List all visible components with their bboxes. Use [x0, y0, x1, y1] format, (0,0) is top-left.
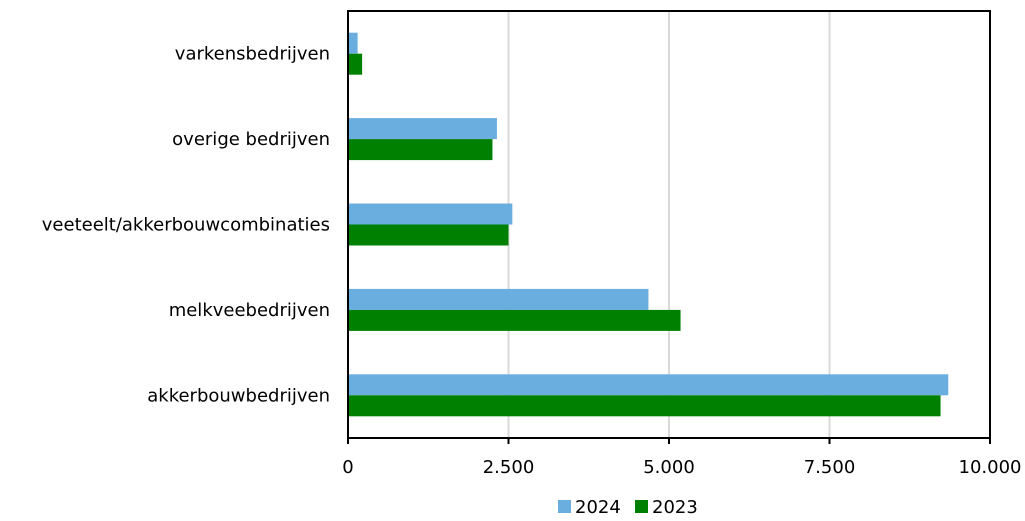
category-label: overige bedrijven: [172, 129, 330, 150]
x-tick-label: 10.000: [959, 457, 1022, 478]
legend-label-2023: 2023: [652, 497, 698, 518]
x-tick-label: 5.000: [643, 457, 695, 478]
category-label: varkensbedrijven: [175, 44, 330, 65]
legend-swatch-2024: [558, 500, 571, 513]
category-label: veeteelt/akkerbouwcombinaties: [42, 215, 330, 236]
bar-2024-0: [348, 32, 358, 54]
x-tick-label: 0: [342, 457, 353, 478]
legend-label-2024: 2024: [575, 497, 621, 518]
legend-swatch-2023: [635, 500, 648, 513]
bar-2023-1: [348, 139, 493, 161]
bar-2024-1: [348, 118, 497, 140]
axes: [347, 10, 991, 444]
bar-2024-2: [348, 203, 513, 225]
category-labels: varkensbedrijven overige bedrijven veeteel…: [42, 44, 330, 407]
bar-2024-4: [348, 374, 949, 396]
bar-2023-3: [348, 309, 681, 331]
category-label: melkveebedrijven: [169, 300, 330, 321]
bar-2023-0: [348, 53, 363, 75]
bar-2023-2: [348, 224, 509, 246]
bars: [348, 32, 949, 417]
grid-lines: [507, 11, 831, 438]
bar-2024-3: [348, 288, 649, 310]
category-label: akkerbouwbedrijven: [147, 385, 330, 406]
x-tick-labels: 0 2.500 5.000 7.500 10.000: [342, 457, 1021, 478]
x-tick-label: 2.500: [483, 457, 535, 478]
legend: 2024 2023: [558, 497, 698, 518]
x-tick-label: 7.500: [804, 457, 856, 478]
bar-2023-4: [348, 395, 941, 417]
